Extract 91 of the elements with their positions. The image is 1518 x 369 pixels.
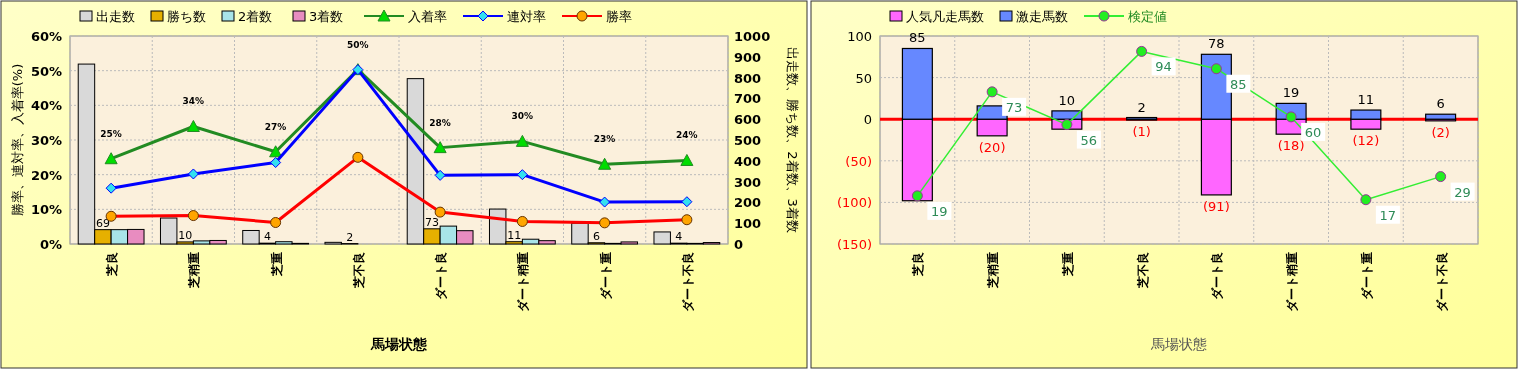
y-tick-label: 0% bbox=[39, 237, 62, 252]
data-label: 28% bbox=[429, 117, 451, 128]
data-label: 6 bbox=[1436, 96, 1445, 112]
x-tick-label: ダート稍重 bbox=[516, 252, 531, 312]
x-tick-label: 芝不良 bbox=[1135, 252, 1150, 289]
x-tick-label: ダート重 bbox=[598, 252, 613, 300]
data-label: (12) bbox=[1352, 133, 1380, 149]
data-label: (91) bbox=[1203, 198, 1230, 214]
y-tick-label: (150) bbox=[837, 237, 872, 252]
data-label: 30% bbox=[511, 111, 534, 122]
x-tick-label: 芝良 bbox=[911, 252, 926, 277]
data-label: 24% bbox=[676, 130, 698, 141]
y2-tick-label: 400 bbox=[734, 153, 762, 169]
legend-label: 勝率 bbox=[606, 9, 632, 24]
data-label: 25% bbox=[100, 128, 122, 139]
x-tick-label: ダート不良 bbox=[680, 252, 695, 312]
x-axis-title: 馬場状態 bbox=[1150, 336, 1207, 352]
data-label: 2 bbox=[346, 230, 354, 244]
data-label: 73 bbox=[424, 215, 439, 229]
y2-tick-label: 300 bbox=[734, 174, 762, 190]
legend-label: 2着数 bbox=[238, 9, 273, 24]
y-axis-title: 勝率、連対率、入着率(%) bbox=[10, 63, 25, 217]
y2-tick-label: 600 bbox=[734, 112, 762, 128]
y-tick-label: 100 bbox=[847, 29, 872, 44]
x-tick-label: ダート稍重 bbox=[1285, 252, 1300, 312]
y2-axis-title: 出走数、勝ち数、2着数、3着数 bbox=[785, 47, 800, 233]
data-label: 85 bbox=[1230, 76, 1247, 92]
x-tick-label: ダート良 bbox=[1210, 252, 1225, 300]
x-tick-label: 芝重 bbox=[1060, 252, 1075, 277]
y-tick-label: 40% bbox=[30, 98, 62, 114]
y-tick-label: 30% bbox=[30, 133, 62, 148]
legend-label: 激走馬数 bbox=[1016, 9, 1068, 24]
data-label: 34% bbox=[182, 96, 205, 107]
data-label: 50% bbox=[347, 39, 369, 50]
x-tick-label: 芝重 bbox=[269, 252, 284, 277]
data-label: 73 bbox=[1005, 99, 1023, 115]
legend-label: 勝ち数 bbox=[167, 9, 206, 24]
x-tick-label: ダート重 bbox=[1359, 252, 1374, 300]
data-label: 4 bbox=[263, 230, 271, 244]
legend-label: 連対率 bbox=[507, 9, 546, 24]
x-tick-label: ダート不良 bbox=[1434, 252, 1449, 312]
legend-label: 検定値 bbox=[1128, 9, 1167, 24]
x-tick-label: 芝良 bbox=[105, 252, 120, 277]
legend-label: 3着数 bbox=[309, 9, 344, 24]
y-tick-label: 10% bbox=[30, 202, 62, 218]
data-label: 60 bbox=[1304, 124, 1322, 140]
data-label: 11 bbox=[1357, 92, 1375, 108]
y2-tick-label: 900 bbox=[734, 49, 762, 65]
y2-tick-label: 0 bbox=[734, 237, 744, 252]
data-label: 69 bbox=[95, 216, 110, 230]
data-label: 29 bbox=[1454, 184, 1471, 200]
y-tick-label: 0 bbox=[863, 112, 872, 128]
data-label: 27% bbox=[264, 121, 287, 132]
data-label: 10 bbox=[178, 228, 193, 242]
data-label: (2) bbox=[1431, 124, 1450, 140]
y2-tick-label: 700 bbox=[734, 91, 762, 107]
data-label: 11 bbox=[507, 228, 522, 242]
legend-label: 人気凡走馬数 bbox=[906, 9, 984, 24]
data-label: (18) bbox=[1277, 138, 1305, 154]
y2-tick-label: 500 bbox=[734, 133, 762, 148]
data-label: 19 bbox=[931, 203, 948, 219]
x-axis-title: 馬場状態 bbox=[370, 336, 428, 352]
data-label: 56 bbox=[1080, 132, 1098, 148]
y-tick-label: (50) bbox=[845, 153, 872, 169]
data-label: (1) bbox=[1132, 124, 1151, 140]
data-label: 17 bbox=[1379, 207, 1397, 223]
y-tick-label: 60% bbox=[30, 29, 62, 44]
y2-tick-label: 100 bbox=[734, 216, 762, 232]
data-label: (20) bbox=[978, 139, 1006, 155]
y-tick-label: 20% bbox=[30, 167, 62, 183]
data-label: 94 bbox=[1155, 59, 1172, 75]
data-label: 19 bbox=[1282, 85, 1300, 101]
y2-tick-label: 1000 bbox=[734, 29, 771, 44]
x-tick-label: 芝不良 bbox=[351, 252, 366, 289]
y2-tick-label: 200 bbox=[734, 195, 762, 211]
y2-tick-label: 800 bbox=[734, 70, 762, 86]
legend-label: 出走数 bbox=[96, 9, 135, 24]
data-label: 85 bbox=[909, 30, 926, 46]
x-tick-label: 芝稍重 bbox=[187, 252, 202, 289]
x-tick-label: 芝稍重 bbox=[986, 252, 1001, 289]
data-label: 4 bbox=[675, 230, 683, 244]
data-label: 23% bbox=[593, 134, 616, 145]
y-tick-label: 50% bbox=[30, 63, 62, 79]
data-label: 6 bbox=[592, 229, 600, 243]
legend-label: 入着率 bbox=[408, 9, 447, 24]
y-tick-label: 50 bbox=[855, 70, 872, 86]
y-tick-label: (100) bbox=[837, 195, 872, 211]
x-tick-label: ダート良 bbox=[434, 252, 449, 300]
data-label: 78 bbox=[1208, 36, 1225, 52]
data-label: 2 bbox=[1137, 99, 1146, 115]
data-label: 10 bbox=[1058, 92, 1076, 108]
